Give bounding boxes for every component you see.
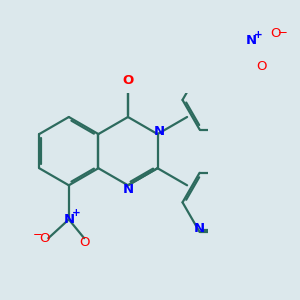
Text: +: +	[254, 30, 263, 40]
Text: N: N	[63, 213, 74, 226]
Text: N: N	[245, 34, 256, 47]
Text: N: N	[194, 222, 205, 235]
Text: N: N	[122, 183, 134, 196]
Text: O: O	[122, 74, 134, 87]
Text: N: N	[154, 125, 165, 138]
Text: −: −	[277, 26, 287, 39]
Text: O: O	[256, 60, 266, 73]
Text: −: −	[32, 228, 42, 241]
Text: +: +	[72, 208, 81, 218]
Text: O: O	[39, 232, 50, 245]
Text: O: O	[270, 28, 280, 40]
Text: O: O	[79, 236, 89, 249]
